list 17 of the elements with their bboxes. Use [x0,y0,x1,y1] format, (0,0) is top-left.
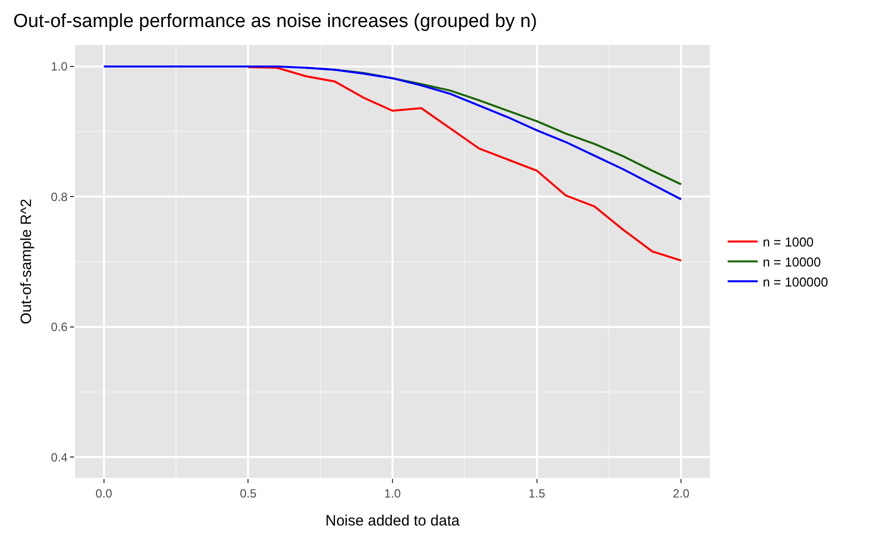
line-series [247,66,682,262]
legend-label: n = 100000 [762,274,828,290]
x-tick-label: 1.5 [528,486,546,500]
y-axis-title: Out-of-sample R^2 [18,198,36,324]
line-series [102,65,682,200]
y-tick-label: 1.0 [50,60,68,74]
y-tick-label: 0.8 [50,190,68,204]
y-tick-label: 0.4 [50,450,68,464]
x-tick-label: 2.0 [672,486,690,500]
x-tick-label: 0.5 [240,486,257,500]
x-tick-label: 1.0 [384,486,402,500]
chart-title: Out-of-sample performance as noise increases (grouped by n) [13,10,538,32]
x-axis-title: Noise added to data [325,512,460,530]
legend-label: n = 10000 [762,254,821,270]
y-tick-label: 0.6 [50,320,68,334]
x-tick-label: 0.0 [96,486,113,500]
legend-label: n = 1000 [762,234,814,250]
